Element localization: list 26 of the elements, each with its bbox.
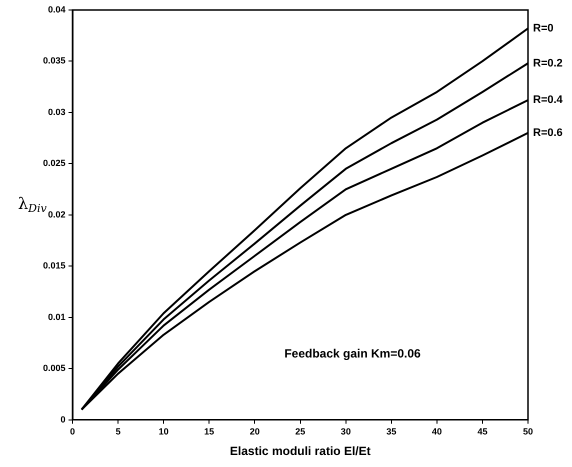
y-tick-label: 0.025 bbox=[42, 158, 66, 168]
series-label: R=0.2 bbox=[533, 57, 563, 70]
x-tick-label: 20 bbox=[250, 426, 260, 437]
x-tick-label: 30 bbox=[340, 426, 351, 437]
y-tick-label: 0.005 bbox=[42, 363, 66, 374]
series-label: R=0.4 bbox=[533, 94, 564, 106]
x-tick-label: 35 bbox=[386, 426, 396, 437]
series-label: R=0 bbox=[533, 22, 554, 34]
x-tick-label: 25 bbox=[295, 426, 306, 437]
x-tick-label: 15 bbox=[204, 426, 214, 437]
x-tick-label: 5 bbox=[116, 426, 121, 437]
x-tick-label: 0 bbox=[70, 426, 76, 437]
series-label: R=0.6 bbox=[533, 126, 563, 139]
x-tick-label: 45 bbox=[477, 426, 488, 437]
y-tick-label: 0.035 bbox=[42, 56, 66, 66]
y-tick-label: 0 bbox=[60, 414, 66, 424]
x-tick-label: 10 bbox=[158, 426, 169, 437]
x-axis-title: Elastic moduli ratio El/Et bbox=[230, 444, 371, 458]
annotation: Feedback gain Km=0.06 bbox=[284, 346, 422, 361]
x-tick-label: 40 bbox=[432, 426, 442, 437]
y-tick-label: 0.04 bbox=[48, 4, 66, 14]
y-tick-label: 0.01 bbox=[48, 312, 66, 322]
y-tick-label: 0.02 bbox=[48, 209, 66, 220]
x-tick-label: 50 bbox=[522, 426, 534, 437]
y-tick-label: 0.03 bbox=[48, 106, 66, 117]
y-tick-label: 0.015 bbox=[42, 260, 66, 271]
